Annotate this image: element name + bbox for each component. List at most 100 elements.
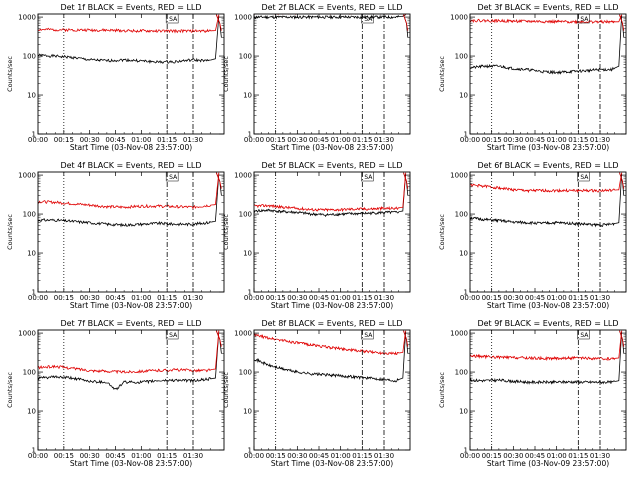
x-tick-label: 01:15 <box>568 294 588 302</box>
series-line-events <box>254 173 407 218</box>
y-tick-label: 100 <box>23 53 36 61</box>
y-tick-label: 1 <box>248 289 252 297</box>
x-tick-label: 00:00 <box>28 452 48 460</box>
y-tick-label: 100 <box>239 211 252 219</box>
y-axis-label: Counts/sec <box>6 372 14 408</box>
x-tick-label: 01:30 <box>183 452 203 460</box>
x-tick-label: 01:00 <box>331 136 351 144</box>
x-tick-label: 00:00 <box>244 452 264 460</box>
y-tick-label: 10 <box>459 250 468 258</box>
y-axis-label: Counts/sec <box>222 56 230 92</box>
panel-6: Det 6f BLACK = Events, RED = LLD SA 00:00 0… <box>438 161 627 310</box>
plot-frame <box>469 13 627 135</box>
y-tick-label: 1000 <box>450 172 468 180</box>
series-line-lld <box>470 330 623 362</box>
series-tail-lld <box>403 172 409 189</box>
y-tick-label: 1000 <box>450 14 468 22</box>
panel-title: Det 6f BLACK = Events, RED = LLD <box>477 161 618 170</box>
x-tick-label: 00:15 <box>54 294 74 302</box>
y-tick-label: 100 <box>23 211 36 219</box>
panel-title: Det 8f BLACK = Events, RED = LLD <box>261 319 402 328</box>
panel-7: Det 7f BLACK = Events, RED = LLD SA 00:00 0… <box>6 319 225 468</box>
y-tick-label: 1000 <box>18 330 36 338</box>
x-tick-label: 01:30 <box>183 294 203 302</box>
y-tick-label: 100 <box>239 369 252 377</box>
y-tick-label: 1 <box>464 131 468 139</box>
x-axis-label: Start Time (03-Nov-08 23:57:00) <box>70 143 192 152</box>
x-tick-label: 00:00 <box>244 294 264 302</box>
x-tick-label: 00:00 <box>460 452 480 460</box>
x-tick-label: 01:00 <box>131 452 151 460</box>
x-tick-label: 00:30 <box>503 294 523 302</box>
plot-frame <box>253 329 411 451</box>
x-tick-label: 00:15 <box>266 136 286 144</box>
saa-label: SA <box>169 174 178 181</box>
y-axis-label: Counts/sec <box>6 214 14 250</box>
y-tick-label: 1 <box>464 447 468 455</box>
y-tick-label: 1 <box>32 289 36 297</box>
y-axis-label: Counts/sec <box>222 372 230 408</box>
x-axis-label: Start Time (03-Nov-08 23:57:00) <box>271 459 393 468</box>
x-tick-label: 00:15 <box>266 452 286 460</box>
y-tick-label: 1000 <box>234 172 252 180</box>
x-tick-label: 01:00 <box>131 294 151 302</box>
y-axis-label: Counts/sec <box>438 56 446 92</box>
x-tick-label: 00:15 <box>482 452 502 460</box>
x-tick-label: 00:45 <box>309 294 329 302</box>
series-line-lld <box>254 330 407 356</box>
x-tick-label: 01:15 <box>568 136 588 144</box>
y-axis-label: Counts/sec <box>6 56 14 92</box>
x-tick-label: 00:45 <box>525 294 545 302</box>
y-tick-label: 100 <box>455 53 468 61</box>
x-axis-label: Start Time (03-Nov-08 23:57:00) <box>487 301 609 310</box>
x-tick-label: 01:00 <box>547 452 567 460</box>
x-tick-label: 01:00 <box>547 136 567 144</box>
series-line-events <box>470 173 623 228</box>
series-line-events <box>254 14 406 20</box>
y-tick-label: 1 <box>32 131 36 139</box>
x-tick-label: 01:30 <box>590 136 610 144</box>
x-axis-label: Start Time (03-Nov-08 23:57:00) <box>70 459 192 468</box>
x-tick-label: 00:30 <box>80 294 100 302</box>
x-tick-label: 00:45 <box>525 136 545 144</box>
series-line-events <box>254 331 407 383</box>
y-tick-label: 1000 <box>234 14 252 22</box>
y-tick-label: 10 <box>27 250 36 258</box>
x-tick-label: 00:00 <box>460 294 480 302</box>
series-line-lld <box>38 14 220 34</box>
y-tick-label: 1 <box>32 447 36 455</box>
x-tick-label: 01:15 <box>352 136 372 144</box>
x-tick-label: 01:15 <box>157 136 177 144</box>
saa-label: SA <box>580 174 589 181</box>
plot-frame <box>37 329 225 451</box>
plot-frame <box>253 13 411 135</box>
panel-title: Det 7f BLACK = Events, RED = LLD <box>60 319 201 328</box>
x-tick-label: 01:30 <box>374 452 394 460</box>
x-axis-label: Start Time (03-Nov-08 23:57:00) <box>70 301 192 310</box>
x-tick-label: 00:15 <box>482 136 502 144</box>
y-tick-label: 1 <box>248 131 252 139</box>
x-tick-label: 00:30 <box>503 136 523 144</box>
series-tail-lld <box>619 172 625 189</box>
x-tick-label: 00:00 <box>460 136 480 144</box>
series-tail-lld <box>619 14 625 31</box>
x-tick-label: 01:00 <box>131 136 151 144</box>
y-tick-label: 10 <box>243 250 252 258</box>
x-tick-label: 00:45 <box>525 452 545 460</box>
x-tick-label: 00:15 <box>266 294 286 302</box>
panel-title: Det 4f BLACK = Events, RED = LLD <box>60 161 201 170</box>
x-tick-label: 01:00 <box>331 452 351 460</box>
y-tick-label: 1000 <box>18 14 36 22</box>
x-tick-label: 00:00 <box>244 136 264 144</box>
x-tick-label: 00:45 <box>105 136 125 144</box>
x-tick-label: 01:15 <box>157 294 177 302</box>
y-tick-label: 10 <box>459 92 468 100</box>
x-tick-label: 00:30 <box>80 136 100 144</box>
y-tick-label: 1 <box>248 447 252 455</box>
series-line-lld <box>470 172 623 194</box>
x-tick-label: 00:45 <box>309 136 329 144</box>
x-tick-label: 01:30 <box>590 294 610 302</box>
saa-label: SA <box>169 16 178 23</box>
